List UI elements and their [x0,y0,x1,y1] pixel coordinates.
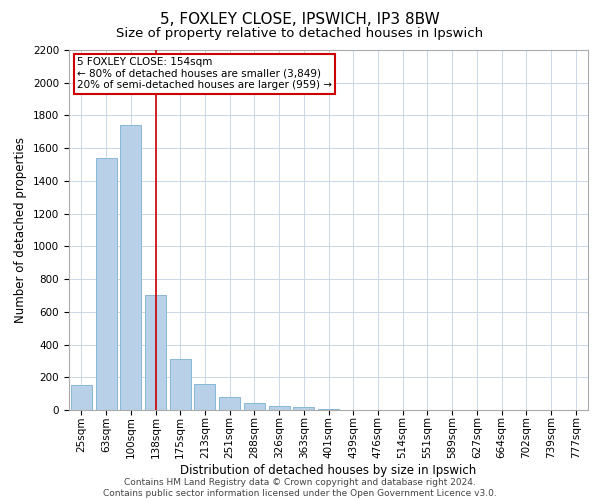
Bar [194,384,215,410]
Bar [318,409,339,410]
Text: 5 FOXLEY CLOSE: 154sqm
← 80% of detached houses are smaller (3,849)
20% of semi-: 5 FOXLEY CLOSE: 154sqm ← 80% of detached… [77,57,332,90]
Bar [95,158,116,410]
Y-axis label: Number of detached properties: Number of detached properties [14,137,28,323]
Bar [219,397,240,410]
Bar [170,360,191,410]
Text: Size of property relative to detached houses in Ipswich: Size of property relative to detached ho… [116,28,484,40]
Bar [269,406,290,410]
Text: 5, FOXLEY CLOSE, IPSWICH, IP3 8BW: 5, FOXLEY CLOSE, IPSWICH, IP3 8BW [160,12,440,28]
Bar [71,386,92,410]
Text: Contains HM Land Registry data © Crown copyright and database right 2024.
Contai: Contains HM Land Registry data © Crown c… [103,478,497,498]
Bar [120,126,141,410]
Bar [145,296,166,410]
X-axis label: Distribution of detached houses by size in Ipswich: Distribution of detached houses by size … [181,464,476,477]
Bar [293,406,314,410]
Bar [244,404,265,410]
